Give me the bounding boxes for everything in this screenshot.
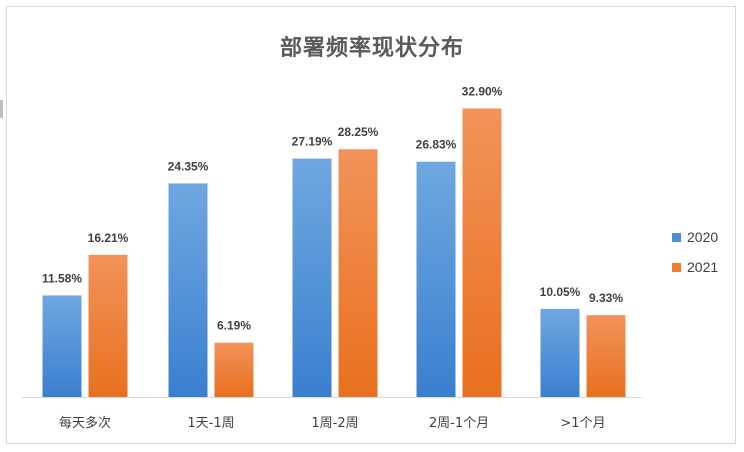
data-label-2021-4: 9.33% xyxy=(589,291,623,305)
bar-2021-3 xyxy=(462,108,502,397)
bar-2020-2 xyxy=(292,158,332,397)
bar-2021-4 xyxy=(586,315,626,397)
chart-title: 部署频率现状分布 xyxy=(279,36,464,61)
data-label-2020-2: 27.19% xyxy=(292,135,333,149)
x-tick-label-1: 1天-1周 xyxy=(187,416,234,431)
legend-swatch-2021 xyxy=(672,262,681,272)
x-tick-label-2: 1周-2周 xyxy=(311,416,358,431)
legend-item-2020: 2020 xyxy=(672,228,718,246)
data-label-2020-0: 11.58% xyxy=(42,271,82,285)
data-label-2020-1: 24.35% xyxy=(168,159,209,173)
data-label-2020-3: 26.83% xyxy=(416,138,457,152)
data-label-2021-1: 6.19% xyxy=(217,319,251,333)
legend: 2020 2021 xyxy=(672,228,718,288)
bar-2020-0 xyxy=(42,295,82,397)
bar-2021-0 xyxy=(88,254,128,397)
legend-swatch-2020 xyxy=(672,232,681,242)
data-label-2021-3: 32.90% xyxy=(462,84,503,98)
bar-2020-3 xyxy=(416,161,456,397)
bar-2020-1 xyxy=(168,183,208,397)
side-mark xyxy=(0,100,3,118)
legend-item-2021: 2021 xyxy=(672,258,718,276)
legend-label-2021: 2021 xyxy=(687,259,719,275)
x-tick-label-4: >1个月 xyxy=(560,416,605,431)
data-label-2021-0: 16.21% xyxy=(88,231,129,245)
bar-2021-1 xyxy=(214,342,254,397)
legend-label-2020: 2020 xyxy=(687,229,719,245)
bar-2021-2 xyxy=(338,149,378,397)
x-tick-label-3: 2周-1个月 xyxy=(429,416,489,431)
bar-2020-4 xyxy=(540,308,580,397)
data-label-2021-2: 28.25% xyxy=(338,125,379,139)
data-label-2020-4: 10.05% xyxy=(540,285,581,299)
x-tick-label-0: 每天多次 xyxy=(59,415,111,431)
